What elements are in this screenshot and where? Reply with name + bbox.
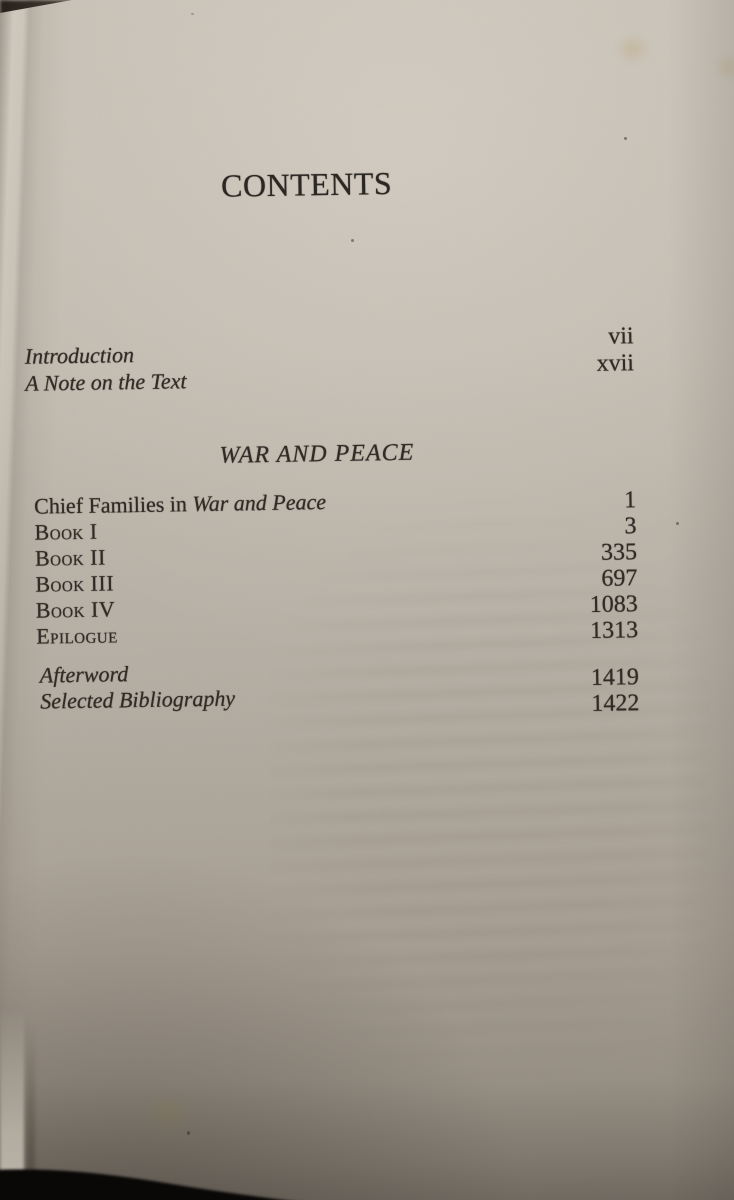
toc-page-number: 1 — [623, 487, 637, 514]
toc-label: Book II — [34, 544, 106, 571]
toc-chapters: Chief Families in War and Peace 1 Book I… — [27, 484, 638, 650]
ink-speck — [624, 137, 627, 140]
toc-label: Book I — [34, 518, 98, 545]
toc-page-number: 697 — [601, 565, 638, 592]
toc-page-number: 1419 — [590, 664, 640, 691]
toc-page-number: 3 — [624, 513, 637, 540]
table-of-contents: CONTENTS Introduction vii A Note on the … — [22, 155, 640, 718]
paper-stain — [142, 1092, 194, 1136]
book-shadow — [0, 1169, 285, 1200]
under-page-edge — [0, 1006, 24, 1186]
page-title: CONTENTS — [220, 165, 393, 204]
toc-label: Afterword — [39, 661, 129, 688]
toc-page-number: 335 — [600, 539, 638, 566]
ink-speck — [191, 13, 194, 15]
toc-label: Chief Families in War and Peace — [33, 488, 327, 519]
toc-page-number: 1422 — [591, 690, 640, 718]
toc-page-number: 1083 — [589, 591, 638, 618]
ink-speck — [187, 1131, 190, 1135]
toc-label: Book III — [35, 570, 115, 597]
toc-page-number: 1313 — [589, 617, 639, 644]
ink-speck — [676, 522, 679, 525]
gutter-crease-shadow — [27, 1024, 35, 1184]
paper-stain — [615, 34, 651, 64]
section-title: WAR AND PEACE — [219, 439, 415, 469]
toc-page-number: vii — [608, 323, 634, 350]
toc-page-number: xvii — [596, 349, 635, 377]
toc-label: Epilogue — [36, 622, 118, 649]
toc-back-matter: Afterword 1419 Selected Bibliography 142… — [30, 653, 640, 718]
toc-label: Selected Bibliography — [40, 685, 236, 714]
toc-label: Introduction — [24, 342, 135, 369]
toc-front-matter: Introduction vii A Note on the Text xvii — [24, 323, 635, 397]
toc-label: Book IV — [35, 596, 116, 623]
toc-label: A Note on the Text — [25, 367, 187, 396]
